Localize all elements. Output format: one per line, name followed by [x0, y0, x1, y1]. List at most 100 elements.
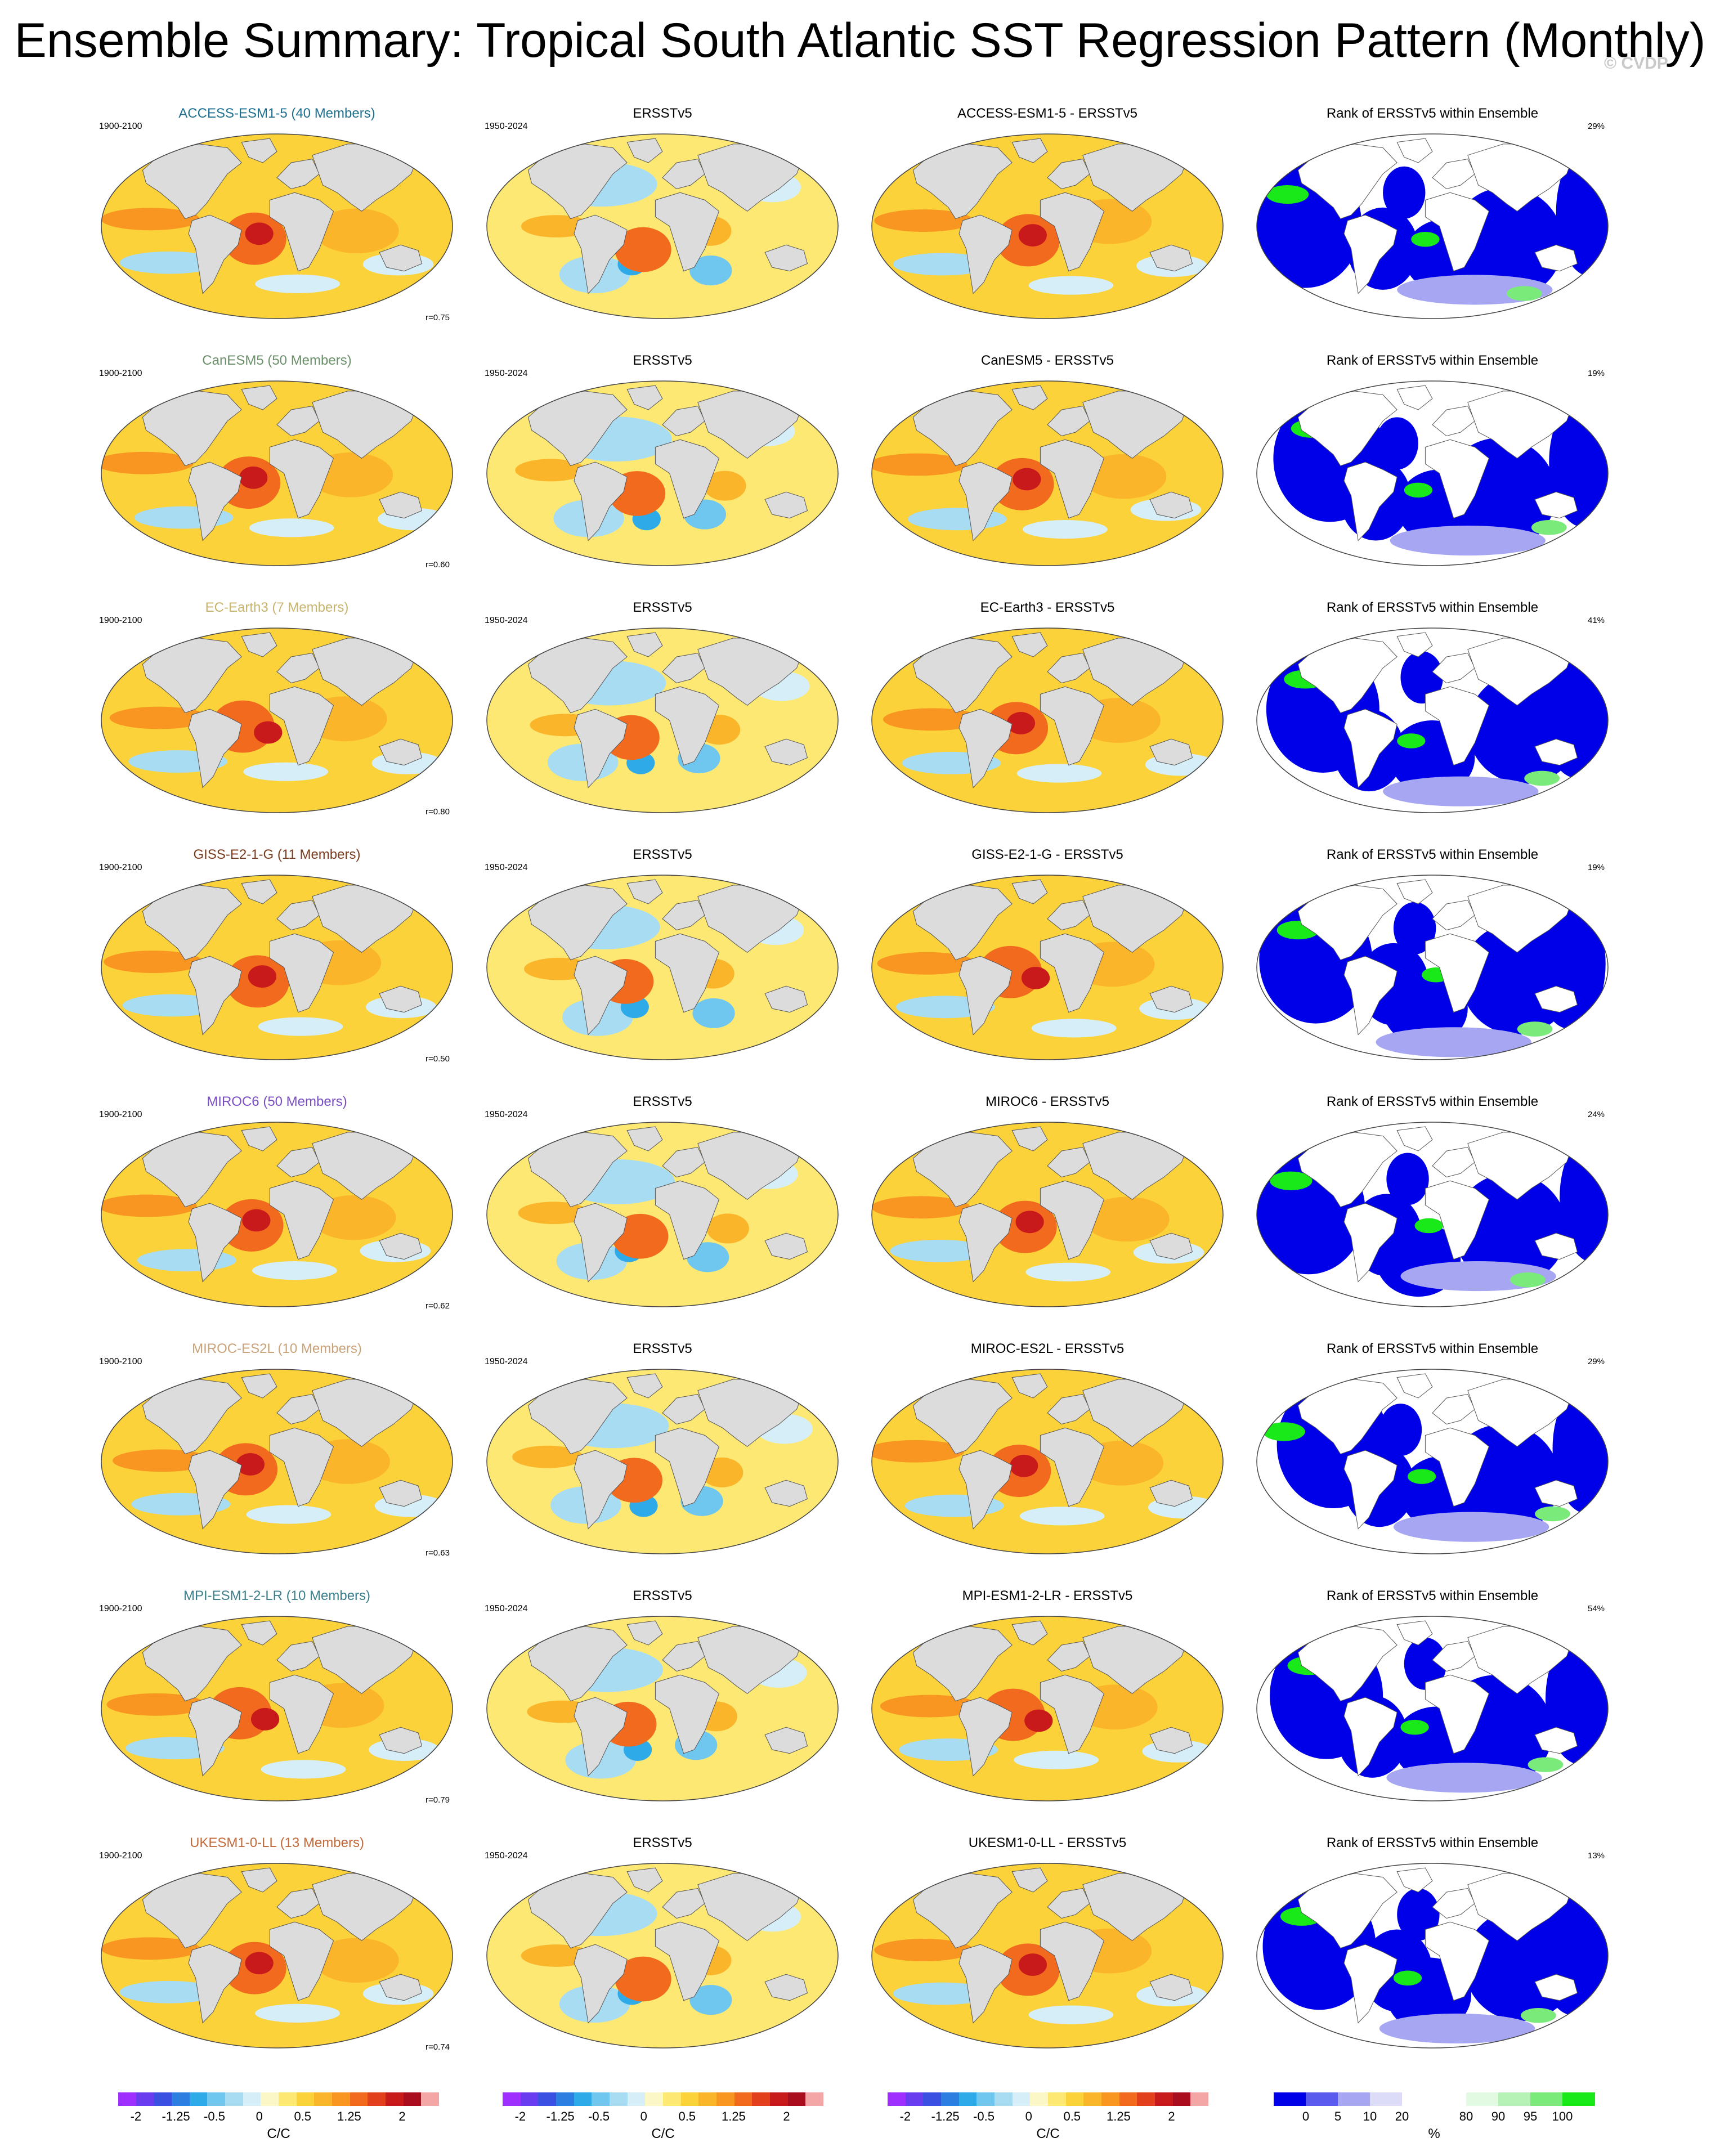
- colorbar-swatch: [958, 2092, 977, 2106]
- obs-period: 1950-2024: [485, 1110, 528, 1119]
- rank-title: Rank of ERSSTv5 within Ensemble: [1326, 600, 1539, 615]
- colorbar-tick-label: -2: [899, 2109, 911, 2123]
- colorbar-tick-label: 95: [1523, 2109, 1538, 2123]
- colorbar-swatch: [663, 2092, 682, 2106]
- colorbar-unit: C/C: [267, 2126, 290, 2141]
- colorbar-tick-label: 20: [1395, 2109, 1409, 2123]
- colorbar-tick-label: 10: [1363, 2109, 1377, 2123]
- rank-title: Rank of ERSSTv5 within Ensemble: [1326, 353, 1539, 368]
- obs-title: ERSSTv5: [633, 600, 692, 615]
- pattern-correlation: r=0.62: [425, 1301, 450, 1311]
- colorbar-unit: C/C: [1036, 2126, 1060, 2141]
- colorbar-swatch: [787, 2092, 806, 2106]
- obs-title: ERSSTv5: [633, 847, 692, 862]
- colorbar-swatch: [207, 2092, 226, 2106]
- colorbar-swatch: [1012, 2092, 1031, 2106]
- obs-title: ERSSTv5: [633, 106, 692, 121]
- colorbar-unit: %: [1428, 2126, 1440, 2141]
- rank-title: Rank of ERSSTv5 within Ensemble: [1326, 106, 1539, 121]
- model-title: MIROC6 (50 Members): [207, 1094, 347, 1109]
- rank-title: Rank of ERSSTv5 within Ensemble: [1326, 1835, 1539, 1850]
- difference-title: ACCESS-ESM1-5 - ERSSTv5: [957, 106, 1138, 121]
- colorbar-tick-label: 80: [1459, 2109, 1473, 2123]
- colorbar-tick-label: 1.25: [1106, 2109, 1131, 2123]
- model-map-1: [101, 380, 453, 566]
- obs-title: ERSSTv5: [633, 353, 692, 368]
- obs-map-1: [486, 380, 839, 566]
- difference-map-2: [871, 627, 1224, 813]
- colorbar-swatch: [734, 2092, 752, 2106]
- colorbar-tick-label: 100: [1552, 2109, 1573, 2123]
- difference-map-0: [871, 133, 1224, 319]
- model-map-3: [101, 875, 453, 1060]
- colorbar-swatch: [386, 2092, 404, 2106]
- model-period: 1900-2100: [99, 1851, 142, 1861]
- model-title: MIROC-ES2L (10 Members): [192, 1341, 362, 1356]
- rank-map-1: [1256, 380, 1609, 566]
- colorbar-swatch: [1030, 2092, 1049, 2106]
- colorbar-swatch: [1434, 2092, 1467, 2106]
- colorbar-tick-label: 0.5: [294, 2109, 312, 2123]
- rank-percent: 54%: [1588, 1604, 1605, 1613]
- obs-period: 1950-2024: [485, 369, 528, 378]
- pattern-correlation: r=0.74: [425, 2042, 450, 2052]
- colorbar-swatch: [905, 2092, 924, 2106]
- colorbar-tick-label: 2: [1168, 2109, 1175, 2123]
- difference-title: GISS-E2-1-G - ERSSTv5: [971, 847, 1123, 862]
- colorbar-swatch: [403, 2092, 422, 2106]
- colorbar-swatch: [752, 2092, 771, 2106]
- colorbar-tick-label: -1.25: [546, 2109, 575, 2123]
- colorbar-swatch: [1065, 2092, 1084, 2106]
- colorbar-tick-label: 2: [398, 2109, 406, 2123]
- pattern-correlation: r=0.60: [425, 560, 450, 570]
- colorbar-tick-label: 0.5: [678, 2109, 696, 2123]
- obs-period: 1950-2024: [485, 122, 528, 131]
- colorbar-tick-label: 0: [640, 2109, 647, 2123]
- colorbar-swatch: [592, 2092, 610, 2106]
- obs-map-6: [486, 1616, 839, 1801]
- colorbar-swatch: [332, 2092, 351, 2106]
- obs-title: ERSSTv5: [633, 1341, 692, 1356]
- difference-map-3: [871, 875, 1224, 1060]
- rank-title: Rank of ERSSTv5 within Ensemble: [1326, 1341, 1539, 1356]
- difference-map-6: [871, 1616, 1224, 1801]
- rank-map-5: [1256, 1369, 1609, 1554]
- colorbar-swatch: [627, 2092, 646, 2106]
- model-map-5: [101, 1369, 453, 1554]
- obs-title: ERSSTv5: [633, 1588, 692, 1603]
- model-map-7: [101, 1863, 453, 2049]
- model-title: CanESM5 (50 Members): [202, 353, 352, 368]
- colorbar-tick-label: 0: [256, 2109, 263, 2123]
- pattern-correlation: r=0.79: [425, 1795, 450, 1805]
- model-period: 1900-2100: [99, 122, 142, 131]
- difference-map-5: [871, 1369, 1224, 1554]
- colorbar-2: [888, 2092, 1209, 2106]
- colorbar-swatch: [941, 2092, 960, 2106]
- colorbar-swatch: [1466, 2092, 1499, 2106]
- colorbar-swatch: [1274, 2092, 1306, 2106]
- colorbar-tick-label: -0.5: [588, 2109, 610, 2123]
- obs-map-2: [486, 627, 839, 813]
- colorbar-swatch: [680, 2092, 699, 2106]
- colorbar-swatch: [923, 2092, 942, 2106]
- colorbar-swatch: [314, 2092, 333, 2106]
- model-period: 1900-2100: [99, 1357, 142, 1366]
- obs-map-3: [486, 875, 839, 1060]
- colorbar-swatch: [1402, 2092, 1435, 2106]
- model-title: GISS-E2-1-G (11 Members): [193, 847, 361, 862]
- model-period: 1900-2100: [99, 1110, 142, 1119]
- pattern-correlation: r=0.75: [425, 313, 450, 322]
- model-title: MPI-ESM1-2-LR (10 Members): [183, 1588, 371, 1603]
- colorbar-swatch: [154, 2092, 172, 2106]
- model-map-2: [101, 627, 453, 813]
- difference-title: MPI-ESM1-2-LR - ERSSTv5: [962, 1588, 1133, 1603]
- difference-map-4: [871, 1122, 1224, 1307]
- colorbar-swatch: [1172, 2092, 1191, 2106]
- colorbar-swatch: [1498, 2092, 1531, 2106]
- rank-percent: 29%: [1588, 1357, 1605, 1366]
- colorbar-swatch: [1370, 2092, 1403, 2106]
- colorbar-swatch: [1530, 2092, 1563, 2106]
- colorbar-swatch: [503, 2092, 521, 2106]
- rank-title: Rank of ERSSTv5 within Ensemble: [1326, 1094, 1539, 1109]
- colorbar-tick-label: -0.5: [204, 2109, 225, 2123]
